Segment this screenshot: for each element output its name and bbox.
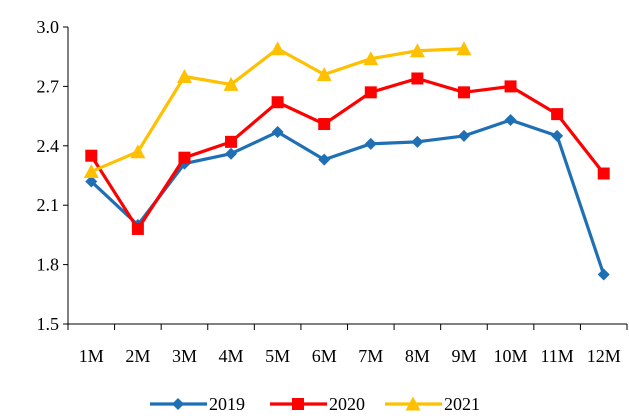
y-tick-label: 1.8 xyxy=(37,255,60,275)
x-tick-label: 5M xyxy=(265,346,290,366)
x-tick-label: 4M xyxy=(219,346,244,366)
x-tick-label: 11M xyxy=(540,346,573,366)
x-tick-label: 2M xyxy=(125,346,150,366)
data-point-2019 xyxy=(364,137,377,150)
x-tick-label: 9M xyxy=(451,346,476,366)
data-point-2020 xyxy=(504,80,517,93)
data-point-2019 xyxy=(411,135,424,148)
data-point-2021 xyxy=(270,41,286,56)
data-point-2019 xyxy=(457,129,470,142)
data-point-2019 xyxy=(597,268,610,281)
data-point-2021 xyxy=(456,41,472,56)
data-point-2020 xyxy=(364,86,377,99)
data-point-2021 xyxy=(409,43,425,58)
data-point-2020 xyxy=(225,135,238,148)
y-tick-label: 2.4 xyxy=(37,136,60,156)
x-tick-label: 3M xyxy=(172,346,197,366)
data-point-2020 xyxy=(318,118,331,131)
legend-item-2021: 2021 xyxy=(385,394,480,414)
data-point-2020 xyxy=(551,108,564,121)
legend-marker-2020 xyxy=(292,398,304,410)
data-point-2021 xyxy=(83,164,99,179)
legend-marker-2019 xyxy=(172,398,184,410)
legend-marker-2021 xyxy=(405,396,421,411)
x-tick-label: 1M xyxy=(79,346,104,366)
legend-label-2020: 2020 xyxy=(329,394,365,414)
data-point-2019 xyxy=(504,114,517,127)
x-tick-label: 7M xyxy=(358,346,383,366)
data-point-2021 xyxy=(130,144,146,159)
data-point-2019 xyxy=(225,147,238,160)
data-point-2019 xyxy=(551,129,564,142)
series-2019 xyxy=(85,114,610,281)
legend: 2019 2020 2021 xyxy=(150,394,480,414)
data-point-2020 xyxy=(457,86,470,99)
data-point-2019 xyxy=(85,175,98,188)
data-point-2020 xyxy=(597,167,610,180)
data-point-2019 xyxy=(271,125,284,138)
y-tick-label: 2.1 xyxy=(37,195,60,215)
series-2020 xyxy=(85,72,610,235)
series-line-2020 xyxy=(89,76,605,231)
data-point-2020 xyxy=(411,72,424,85)
data-point-2021 xyxy=(316,67,332,82)
y-tick-label: 1.5 xyxy=(37,314,60,334)
x-tick-label: 8M xyxy=(405,346,430,366)
legend-label-2019: 2019 xyxy=(209,394,245,414)
data-point-2020 xyxy=(131,222,144,235)
data-point-2019 xyxy=(318,153,331,166)
data-point-2020 xyxy=(271,96,284,109)
data-point-2020 xyxy=(85,149,98,162)
axes: 1.5 1.8 2.1 2.4 2.7 3.0 1M 2M 3M 4M 5M 6M 7M 8M 9M 10M 1… xyxy=(37,17,628,366)
x-tick-label: 6M xyxy=(312,346,337,366)
x-tick-label: 10M xyxy=(494,346,528,366)
data-point-2021 xyxy=(363,51,379,66)
series-layer xyxy=(83,41,610,281)
series-line-2019 xyxy=(90,118,606,276)
data-point-2020 xyxy=(178,151,191,164)
data-point-2021 xyxy=(176,69,192,83)
x-tick-label: 12M xyxy=(587,346,621,366)
legend-item-2019: 2019 xyxy=(150,394,245,414)
legend-item-2020: 2020 xyxy=(270,394,365,414)
legend-label-2021: 2021 xyxy=(444,394,480,414)
series-2021 xyxy=(83,41,472,179)
y-tick-label: 3.0 xyxy=(37,17,60,37)
data-point-2021 xyxy=(223,76,239,91)
y-tick-label: 2.7 xyxy=(37,76,60,96)
